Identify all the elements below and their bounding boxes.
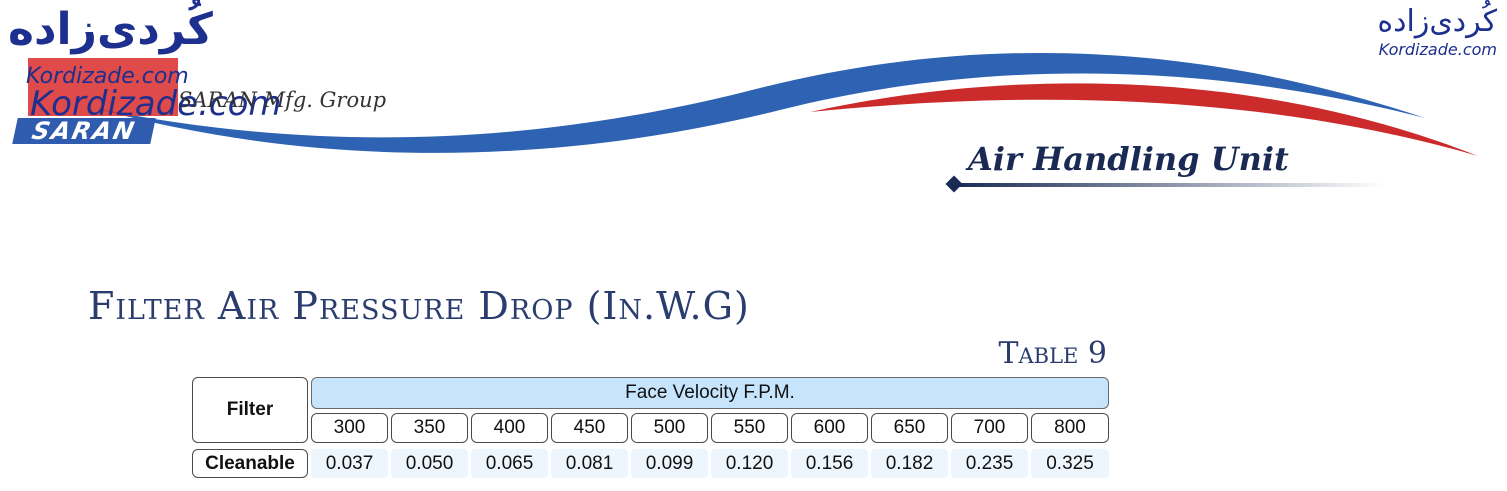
velocity-column-header: 450 xyxy=(551,413,628,443)
table-cell-value: 0.325 xyxy=(1031,449,1109,478)
velocity-column-header: 650 xyxy=(871,413,948,443)
table-cell-value: 0.099 xyxy=(631,449,708,478)
row-label-cleanable: Cleanable xyxy=(192,449,308,478)
watermark-text: Kordizade.com xyxy=(26,64,189,89)
velocity-column-header: 550 xyxy=(711,413,788,443)
company-group-text: SARAN Mfg. Group xyxy=(178,88,387,112)
page-title: Filter Air Pressure Drop (In.W.G) xyxy=(88,284,750,328)
table-cell-value: 0.081 xyxy=(551,449,628,478)
kordizade-logo-fa: کُردی‌زاده xyxy=(8,4,214,55)
velocity-column-header: 300 xyxy=(311,413,388,443)
top-right-logo-en: Kordizade.com xyxy=(1378,40,1497,59)
velocity-column-header: 400 xyxy=(471,413,548,443)
velocity-column-header: 600 xyxy=(791,413,868,443)
saran-logo: SARAN xyxy=(12,117,156,145)
filter-column-header: Filter xyxy=(192,377,308,443)
table-cell-value: 0.050 xyxy=(391,449,468,478)
watermark-text-large: Kordizade.com xyxy=(30,84,282,124)
table-cell-value: 0.037 xyxy=(311,449,388,478)
table-cell-value: 0.120 xyxy=(711,449,788,478)
blue-swoosh xyxy=(95,52,1425,153)
face-velocity-header: Face Velocity F.P.M. xyxy=(311,377,1109,409)
velocity-column-header: 800 xyxy=(1031,413,1109,443)
title-diamond xyxy=(945,175,963,193)
top-right-logo-fa: کُردی‌زاده xyxy=(1377,4,1497,39)
header-swoosh-graphic xyxy=(95,52,1478,193)
velocity-column-header: 700 xyxy=(951,413,1028,443)
table-cell-value: 0.235 xyxy=(951,449,1028,478)
velocity-column-header: 500 xyxy=(631,413,708,443)
table-label: Table 9 xyxy=(998,336,1107,371)
logo-red-block xyxy=(28,58,178,116)
section-title: Air Handling Unit xyxy=(968,140,1289,178)
red-swoosh xyxy=(810,83,1478,156)
title-underline xyxy=(955,183,1385,187)
table-cell-value: 0.156 xyxy=(791,449,868,478)
table-cell-value: 0.065 xyxy=(471,449,548,478)
velocity-column-header: 350 xyxy=(391,413,468,443)
table-cell-value: 0.182 xyxy=(871,449,948,478)
